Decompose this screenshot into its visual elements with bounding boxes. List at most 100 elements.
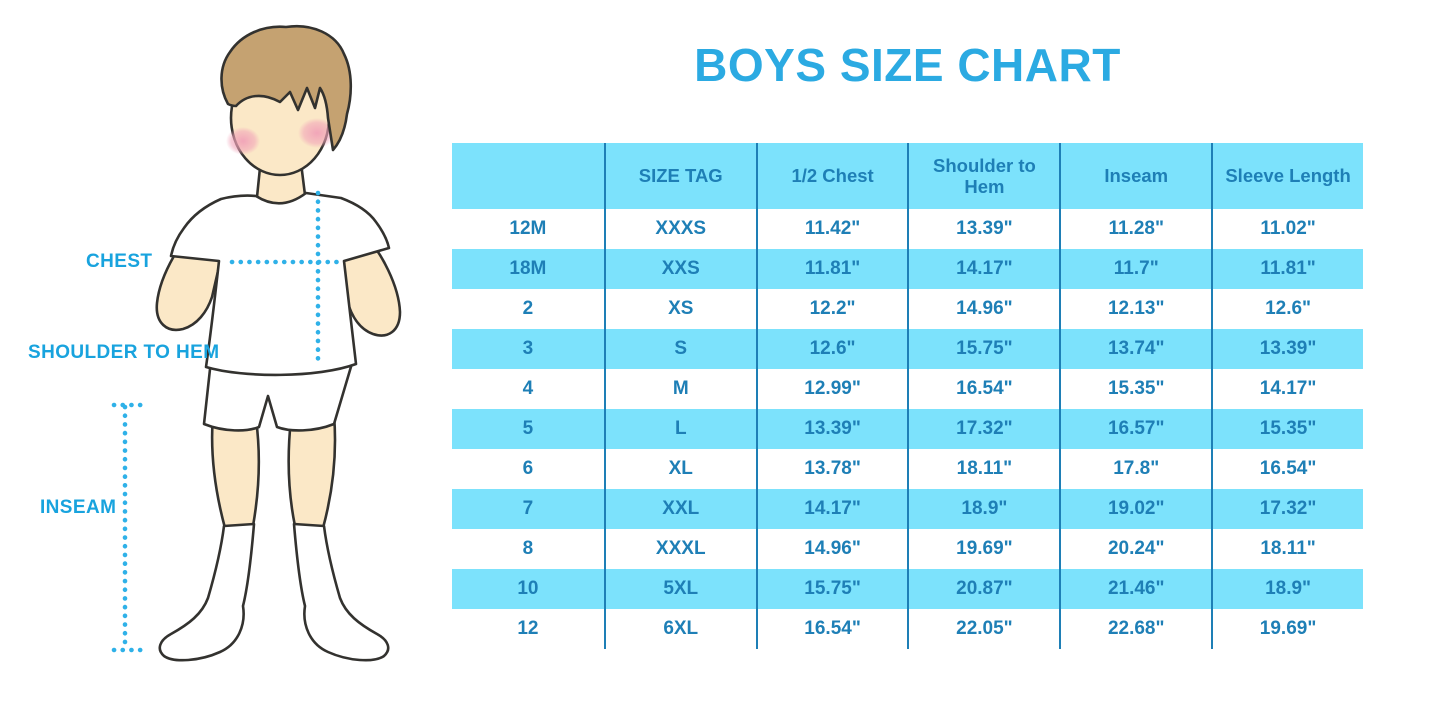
- shoulder-hem-cell: 14.96": [907, 289, 1059, 329]
- size-cell: 4: [522, 378, 534, 400]
- header-cell-inseam: Inseam: [1059, 143, 1211, 209]
- sleeve-cell: 19.69": [1211, 609, 1363, 649]
- size-cell: 10: [517, 578, 539, 600]
- size-tag-cell: XS: [603, 289, 756, 329]
- shoulder-hem-cell: 13.39": [907, 209, 1059, 249]
- header-cell-size-tag: SIZE TAG: [603, 143, 756, 209]
- sleeve-cell: 11.02": [1211, 209, 1363, 249]
- table-row-5: 5 L 13.39" 17.32" 16.57" 15.35": [452, 409, 1363, 449]
- half-chest-cell: 11.81": [755, 249, 908, 289]
- shoulder-hem-cell: 18.11": [907, 449, 1059, 489]
- size-cell: 18M: [509, 258, 547, 280]
- size-tag-cell: XXXS: [603, 209, 756, 249]
- boy-leg-left: [210, 413, 261, 530]
- chest-label: CHEST: [86, 251, 153, 272]
- sleeve-cell: 17.32": [1211, 489, 1363, 529]
- size-cell: 3: [522, 338, 534, 360]
- boy-sock-right: [292, 522, 390, 662]
- size-table: SIZE TAG 1/2 Chest Shoulder to Hem Insea…: [452, 143, 1363, 649]
- inseam-cell: 12.13": [1059, 289, 1211, 329]
- half-chest-cell: 12.99": [755, 369, 908, 409]
- shoulder-hem-cell: 14.17": [907, 249, 1059, 289]
- inseam-cell: 11.28": [1059, 209, 1211, 249]
- page-title: BOYS SIZE CHART: [694, 39, 1121, 91]
- sleeve-cell: 16.54": [1211, 449, 1363, 489]
- inseam-cell: 22.68": [1059, 609, 1211, 649]
- half-chest-cell: 13.78": [755, 449, 908, 489]
- header-cell-shoulder-to-hem: Shoulder to Hem: [907, 143, 1059, 209]
- size-tag-cell: S: [603, 329, 756, 369]
- size-tag-cell: XXL: [603, 489, 756, 529]
- size-tag-cell: M: [603, 369, 756, 409]
- shoulder-hem-cell: 19.69": [907, 529, 1059, 569]
- table-row-18m: 18M XXS 11.81" 14.17" 11.7" 11.81": [452, 249, 1363, 289]
- table-row-7: 7 XXL 14.17" 18.9" 19.02" 17.32": [452, 489, 1363, 529]
- header-cell-half-chest: 1/2 Chest: [755, 143, 908, 209]
- inseam-cell: 17.8": [1059, 449, 1211, 489]
- boy-illustration: [111, 24, 402, 662]
- size-tag-cell: XXXL: [603, 529, 756, 569]
- half-chest-cell: 15.75": [755, 569, 908, 609]
- sleeve-cell: 15.35": [1211, 409, 1363, 449]
- inseam-cell: 19.02": [1059, 489, 1211, 529]
- half-chest-cell: 14.96": [755, 529, 908, 569]
- half-chest-cell: 11.42": [755, 209, 908, 249]
- size-cell: 8: [522, 538, 534, 560]
- shoulder-hem-cell: 18.9": [907, 489, 1059, 529]
- size-cell: 6: [522, 458, 534, 480]
- shoulder-hem-cell: 16.54": [907, 369, 1059, 409]
- table-row-2: 2 XS 12.2" 14.96" 12.13" 12.6": [452, 289, 1363, 329]
- table-row-8: 8 XXXL 14.96" 19.69" 20.24" 18.11": [452, 529, 1363, 569]
- shoulder-hem-cell: 20.87": [907, 569, 1059, 609]
- shoulder-hem-cell: 15.75": [907, 329, 1059, 369]
- header-cell-sleeve-length: Sleeve Length: [1211, 143, 1363, 209]
- sleeve-cell: 13.39": [1211, 329, 1363, 369]
- boy-blush-right: [298, 118, 336, 148]
- inseam-cell: 15.35": [1059, 369, 1211, 409]
- shoulder-hem-cell: 22.05": [907, 609, 1059, 649]
- boy-sock-left: [158, 522, 256, 662]
- boy-tshirt: [169, 191, 391, 377]
- boy-shorts: [202, 358, 355, 432]
- table-row-6: 6 XL 13.78" 18.11" 17.8" 16.54": [452, 449, 1363, 489]
- sleeve-cell: 11.81": [1211, 249, 1363, 289]
- size-tag-cell: XL: [603, 449, 756, 489]
- sleeve-cell: 18.9": [1211, 569, 1363, 609]
- inseam-cell: 11.7": [1059, 249, 1211, 289]
- size-tag-cell: L: [603, 409, 756, 449]
- size-cell: 5: [522, 418, 534, 440]
- half-chest-cell: 13.39": [755, 409, 908, 449]
- table-row-12: 12 6XL 16.54" 22.05" 22.68" 19.69": [452, 609, 1363, 649]
- half-chest-cell: 14.17": [755, 489, 908, 529]
- size-cell: 12: [517, 618, 539, 640]
- inseam-cell: 16.57": [1059, 409, 1211, 449]
- boy-blush-left: [226, 127, 260, 155]
- inseam-label: INSEAM: [40, 497, 117, 518]
- size-cell: 2: [522, 298, 534, 320]
- half-chest-cell: 12.2": [755, 289, 908, 329]
- size-tag-cell: 5XL: [603, 569, 756, 609]
- inseam-cell: 13.74": [1059, 329, 1211, 369]
- size-tag-cell: XXS: [603, 249, 756, 289]
- half-chest-cell: 12.6": [755, 329, 908, 369]
- header-cell-blank: [452, 143, 604, 209]
- shoulder-to-hem-label: SHOULDER TO HEM: [28, 342, 220, 363]
- boy-leg-right: [287, 413, 337, 530]
- size-cell: 12M: [509, 218, 547, 240]
- sleeve-cell: 12.6": [1211, 289, 1363, 329]
- figure-panel: CHEST SHOULDER TO HEM INSEAM: [0, 0, 450, 723]
- sleeve-cell: 14.17": [1211, 369, 1363, 409]
- table-row-12m: 12M XXXS 11.42" 13.39" 11.28" 11.02": [452, 209, 1363, 249]
- table-row-10: 10 5XL 15.75" 20.87" 21.46" 18.9": [452, 569, 1363, 609]
- sleeve-cell: 18.11": [1211, 529, 1363, 569]
- table-row-4: 4 M 12.99" 16.54" 15.35" 14.17": [452, 369, 1363, 409]
- inseam-cell: 20.24": [1059, 529, 1211, 569]
- shoulder-hem-cell: 17.32": [907, 409, 1059, 449]
- inseam-cell: 21.46": [1059, 569, 1211, 609]
- boy-hair: [220, 24, 353, 152]
- size-cell: 7: [522, 498, 534, 520]
- half-chest-cell: 16.54": [755, 609, 908, 649]
- table-row-3: 3 S 12.6" 15.75" 13.74" 13.39": [452, 329, 1363, 369]
- table-header-row: SIZE TAG 1/2 Chest Shoulder to Hem Insea…: [452, 143, 1363, 209]
